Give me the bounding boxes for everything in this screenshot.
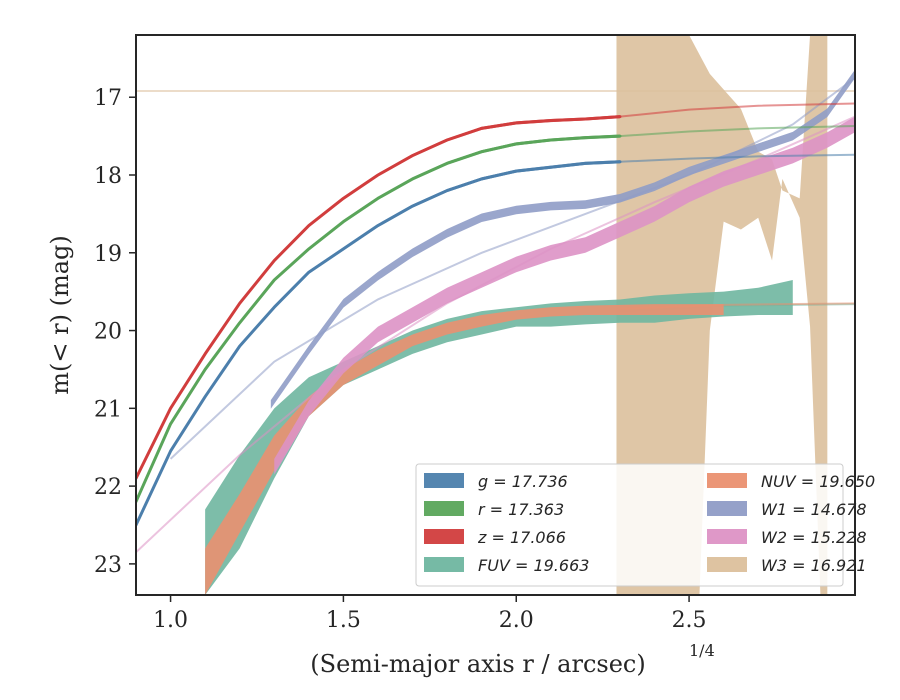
- y-tick-label: 19: [94, 242, 122, 267]
- y-tick-label: 21: [94, 397, 122, 422]
- legend-label-fuv: FUV = 19.663: [478, 556, 589, 575]
- series-w1-fit-line: [169, 76, 855, 460]
- series-w2-band: [274, 116, 855, 475]
- legend: g = 17.736 r = 17.363 z = 17.066 FUV = 19.6…: [415, 463, 875, 587]
- legend-swatch-w1: [707, 501, 747, 516]
- x-tick-label: 2.0: [499, 608, 534, 633]
- series-z-fit-line: [619, 102, 855, 118]
- plot-frame: [135, 34, 856, 596]
- series-layer: [136, 35, 855, 595]
- legend-swatch-r: [424, 501, 464, 516]
- ticks-layer: 1.0 1.5 2.0 2.5 17 18 19 20 21 22 23: [94, 86, 707, 633]
- legend-swatch-nuv: [707, 473, 747, 488]
- legend-swatch-g: [424, 473, 464, 488]
- x-tick-label: 2.5: [672, 608, 707, 633]
- series-r-line: [136, 134, 622, 504]
- x-axis-label-power: 1/4: [689, 641, 715, 660]
- legend-label-r: r = 17.363: [478, 500, 564, 519]
- y-tick-label: 17: [94, 86, 122, 111]
- legend-label-w1: W1 = 14.678: [761, 500, 867, 519]
- y-tick-label: 22: [94, 475, 122, 500]
- legend-label-w3: W3 = 16.921: [761, 556, 867, 575]
- legend-swatch-w3: [707, 557, 747, 572]
- series-g-line: [136, 160, 622, 527]
- y-tick-label: 23: [94, 553, 122, 578]
- legend-frame: [415, 463, 844, 587]
- legend-label-z: z = 17.066: [477, 528, 566, 547]
- series-g-fit-line: [619, 153, 855, 163]
- legend-swatch-w2: [707, 529, 747, 544]
- legend-label-w2: W2 = 15.228: [761, 528, 867, 547]
- x-axis-title: (Semi-major axis r / arcsec) 1/4: [310, 641, 714, 678]
- x-tick-label: 1.0: [153, 608, 188, 633]
- legend-label-nuv: NUV = 19.650: [761, 472, 875, 491]
- y-tick-label: 18: [94, 164, 122, 189]
- y-axis-label: m(< r) (mag): [46, 235, 74, 394]
- series-z-line: [136, 115, 622, 480]
- x-tick-label: 1.5: [326, 608, 361, 633]
- series-r-fit-line: [619, 125, 855, 138]
- legend-swatch-fuv: [424, 557, 464, 572]
- y-tick-label: 20: [94, 320, 122, 345]
- legend-swatch-z: [424, 529, 464, 544]
- series-w3-band: [616, 35, 828, 595]
- x-axis-label: (Semi-major axis r / arcsec): [310, 650, 645, 678]
- legend-label-g: g = 17.736: [478, 472, 568, 491]
